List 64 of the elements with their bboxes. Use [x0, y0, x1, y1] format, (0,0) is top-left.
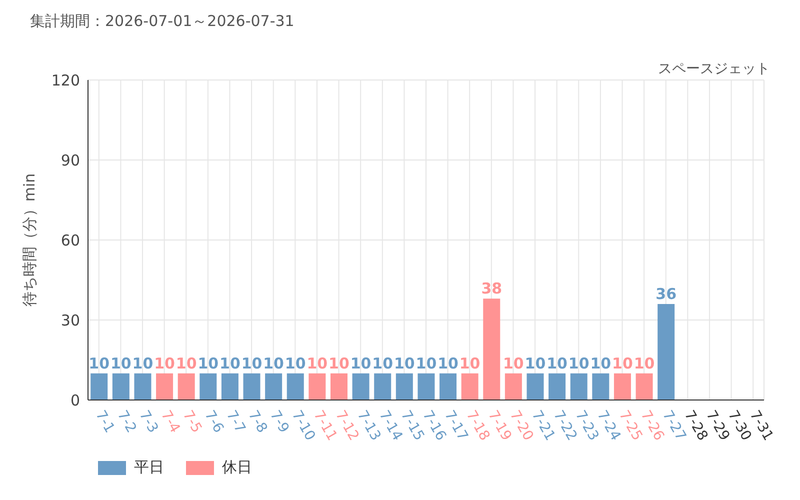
- bar: [156, 373, 174, 400]
- bar: [352, 373, 370, 400]
- legend-label: 休日: [222, 458, 252, 477]
- legend-label: 平日: [134, 458, 164, 477]
- data-label: 10: [220, 354, 240, 372]
- data-label: 10: [154, 354, 175, 372]
- y-tick-label: 60: [60, 231, 80, 250]
- y-tick-label: 120: [51, 71, 80, 90]
- bar: [396, 373, 413, 400]
- bar: [200, 373, 217, 400]
- bar: [286, 373, 304, 400]
- data-label: 10: [350, 354, 372, 372]
- bar: [614, 373, 631, 400]
- bar: [178, 373, 195, 400]
- bar: [483, 298, 500, 400]
- data-label: 10: [284, 354, 306, 372]
- data-label: 10: [88, 354, 110, 372]
- bar: [112, 373, 130, 400]
- data-label: 10: [394, 354, 415, 372]
- data-label: 10: [110, 354, 132, 372]
- data-label: 10: [524, 354, 546, 372]
- bar: [570, 373, 588, 400]
- bar: [636, 373, 653, 400]
- bar: [548, 373, 566, 400]
- bar: [440, 373, 457, 400]
- data-label: 10: [438, 354, 458, 372]
- bar: [418, 373, 435, 400]
- data-label: 10: [306, 354, 328, 372]
- bar: [330, 373, 348, 400]
- data-label: 10: [416, 354, 437, 372]
- bar: [90, 373, 108, 400]
- data-label: 10: [612, 354, 633, 372]
- bar: [308, 373, 326, 400]
- data-label: 10: [590, 354, 612, 372]
- bar: [134, 373, 152, 400]
- bar: [221, 373, 238, 400]
- y-tick-label: 30: [60, 311, 80, 330]
- data-label: 10: [132, 354, 154, 372]
- data-label: 10: [503, 354, 524, 372]
- y-tick-label: 0: [70, 391, 80, 410]
- data-label: 10: [198, 354, 219, 372]
- data-label: 10: [328, 354, 350, 372]
- data-label: 10: [241, 354, 262, 372]
- bar: [504, 373, 522, 400]
- data-label: 10: [459, 354, 480, 372]
- y-tick-label: 90: [60, 151, 80, 170]
- bar: [592, 373, 610, 400]
- text: スペースジェット: [658, 60, 770, 78]
- data-label: 38: [481, 280, 502, 298]
- bar: [461, 373, 478, 400]
- data-label: 10: [263, 354, 284, 372]
- bar: [243, 373, 260, 400]
- data-label: 10: [568, 354, 590, 372]
- data-label: 36: [656, 285, 677, 303]
- bar: [265, 373, 282, 400]
- data-label: 10: [372, 354, 394, 372]
- bar: [526, 373, 544, 400]
- data-label: 10: [546, 354, 568, 372]
- data-label: 10: [634, 354, 655, 372]
- bar: [374, 373, 392, 400]
- chart-title: 集計期間：2026-07-01～2026-07-31: [30, 12, 294, 31]
- data-label: 10: [176, 354, 197, 372]
- bar: [658, 304, 675, 400]
- y-axis-title: 待ち時間（分）min: [20, 173, 40, 307]
